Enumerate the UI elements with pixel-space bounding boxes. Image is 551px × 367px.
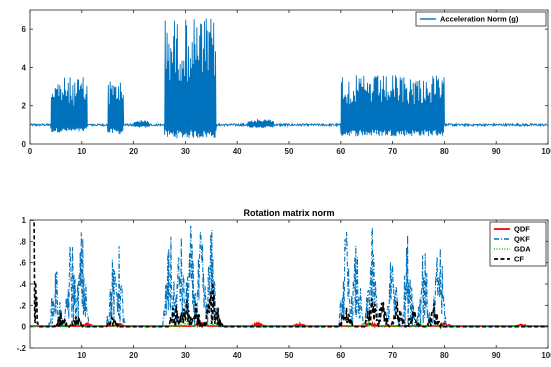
x-tick-label: 60 [336, 147, 345, 156]
x-tick-label: 90 [492, 147, 501, 156]
legend-box [415, 11, 547, 27]
y-tick-label: 1 [22, 216, 27, 225]
x-tick-label: 70 [388, 351, 397, 360]
x-tick-label: 50 [285, 147, 294, 156]
x-tick-label: 40 [233, 147, 242, 156]
y-tick-label: .6 [19, 259, 26, 268]
legend-label: Acceleration Norm (g) [440, 15, 519, 24]
x-tick-label: 10 [77, 147, 86, 156]
y-tick-label: 0 [22, 323, 27, 332]
x-tick-label: 100 [541, 147, 551, 156]
series-line-acceleration-norm-g [30, 18, 548, 139]
x-tick-label: 80 [440, 147, 449, 156]
x-tick-label: 80 [440, 351, 449, 360]
plot-frame [29, 219, 549, 349]
x-tick-label: 100 [541, 351, 551, 360]
legend-label: GDA [514, 245, 531, 254]
rotation-matrix-norm-chart: 10 20 30 40 50 60 70 80 90 100 -.2 0 .2 .4 .6 .8 1 Rotati… [17, 208, 551, 360]
x-tick-label: 50 [285, 351, 294, 360]
x-tick-label: 90 [492, 351, 501, 360]
legend-label: QKF [514, 235, 530, 244]
y-tick-label: -.2 [17, 344, 27, 353]
acceleration-norm-chart: 0 10 20 30 40 50 60 70 80 90 100 0 2 4 6 Acceleration N… [22, 9, 551, 156]
y-tick-label: .4 [19, 280, 26, 289]
x-tick-label: 10 [77, 351, 86, 360]
y-tick-label: .2 [19, 301, 26, 310]
x-tick-label: 20 [129, 147, 138, 156]
y-tick-label: 2 [22, 102, 27, 111]
legend-label: QDF [514, 225, 530, 234]
series-line-qkf [30, 225, 548, 329]
legend-label: CF [514, 255, 524, 264]
x-tick-label: 40 [233, 351, 242, 360]
x-tick-label: 20 [129, 351, 138, 360]
x-tick-label: 60 [336, 351, 345, 360]
x-tick-label: 0 [28, 147, 33, 156]
chart-title: Rotation matrix norm [243, 208, 334, 218]
plot-area [30, 220, 548, 330]
y-tick-label: 4 [22, 63, 27, 72]
plot-area [30, 18, 548, 139]
y-tick-label: 0 [22, 140, 27, 149]
series-line-gda [30, 315, 548, 329]
x-tick-label: 70 [388, 147, 397, 156]
x-tick-label: 30 [181, 351, 190, 360]
x-tick-label: 30 [181, 147, 190, 156]
series-line-cf [30, 220, 548, 330]
y-tick-label: 6 [22, 25, 27, 34]
y-tick-label: .8 [19, 237, 26, 246]
legend: Acceleration Norm (g) [415, 11, 547, 27]
